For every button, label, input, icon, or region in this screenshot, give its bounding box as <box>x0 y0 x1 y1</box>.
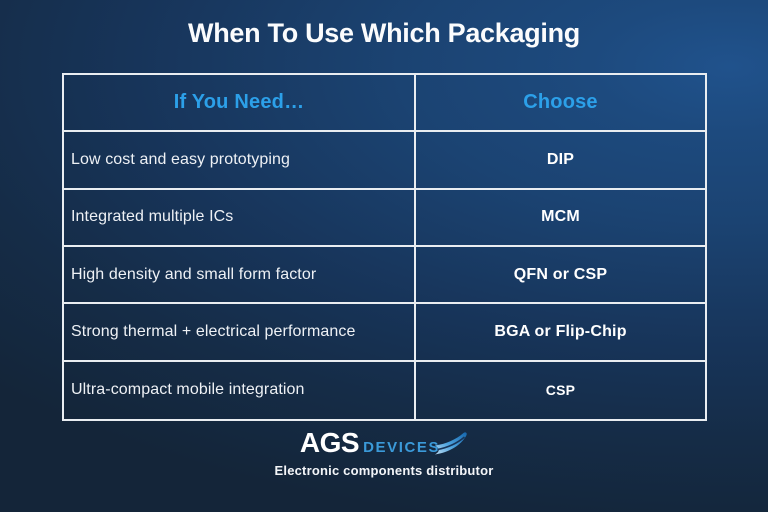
choose-label: CSP <box>545 382 576 399</box>
header-choose-label: Choose <box>523 91 598 114</box>
logo-devices-text: DEVICES <box>363 439 441 456</box>
choose-label: DIP <box>546 150 575 168</box>
packaging-table: If You Need… Choose Low cost and easy pr… <box>62 73 707 421</box>
logo-ags-text: AGS <box>299 427 360 458</box>
table-row-4-need: Strong thermal + electrical performance <box>64 304 416 362</box>
choose-label: BGA or Flip-Chip <box>494 322 627 340</box>
choose-label: QFN or CSP <box>513 265 608 283</box>
need-label: Strong thermal + electrical performance <box>71 322 356 340</box>
table-row-2-choose: MCM <box>416 190 705 247</box>
swoosh-icon <box>434 431 468 461</box>
header-need-label: If You Need… <box>173 91 305 114</box>
table-header-need: If You Need… <box>64 75 416 133</box>
table-row-4-choose: BGA or Flip-Chip <box>416 304 705 362</box>
table-row-2-need: Integrated multiple ICs <box>64 189 416 247</box>
need-label: Low cost and easy prototyping <box>71 150 291 168</box>
table-row-1-need: Low cost and easy prototyping <box>64 132 416 190</box>
footer-tagline: Electronic components distributor <box>274 463 494 478</box>
table-row-3-choose: QFN or CSP <box>416 247 705 305</box>
table-row-3-need: High density and small form factor <box>64 246 416 305</box>
table-header-choose: Choose <box>416 75 705 133</box>
need-label: Ultra-compact mobile integration <box>71 381 305 399</box>
need-label: High density and small form factor <box>71 265 317 283</box>
footer: AGS DEVICES Electronic components distri… <box>0 428 768 479</box>
table-row-5-choose: CSP <box>416 362 705 419</box>
choose-label: MCM <box>541 208 580 226</box>
table-row-5-need: Ultra-compact mobile integration <box>64 361 416 419</box>
need-label: Integrated multiple ICs <box>71 208 234 226</box>
table-row-1-choose: DIP <box>416 132 705 190</box>
ags-devices-logo: AGS DEVICES <box>300 428 468 458</box>
page-title: When To Use Which Packaging <box>188 18 580 48</box>
